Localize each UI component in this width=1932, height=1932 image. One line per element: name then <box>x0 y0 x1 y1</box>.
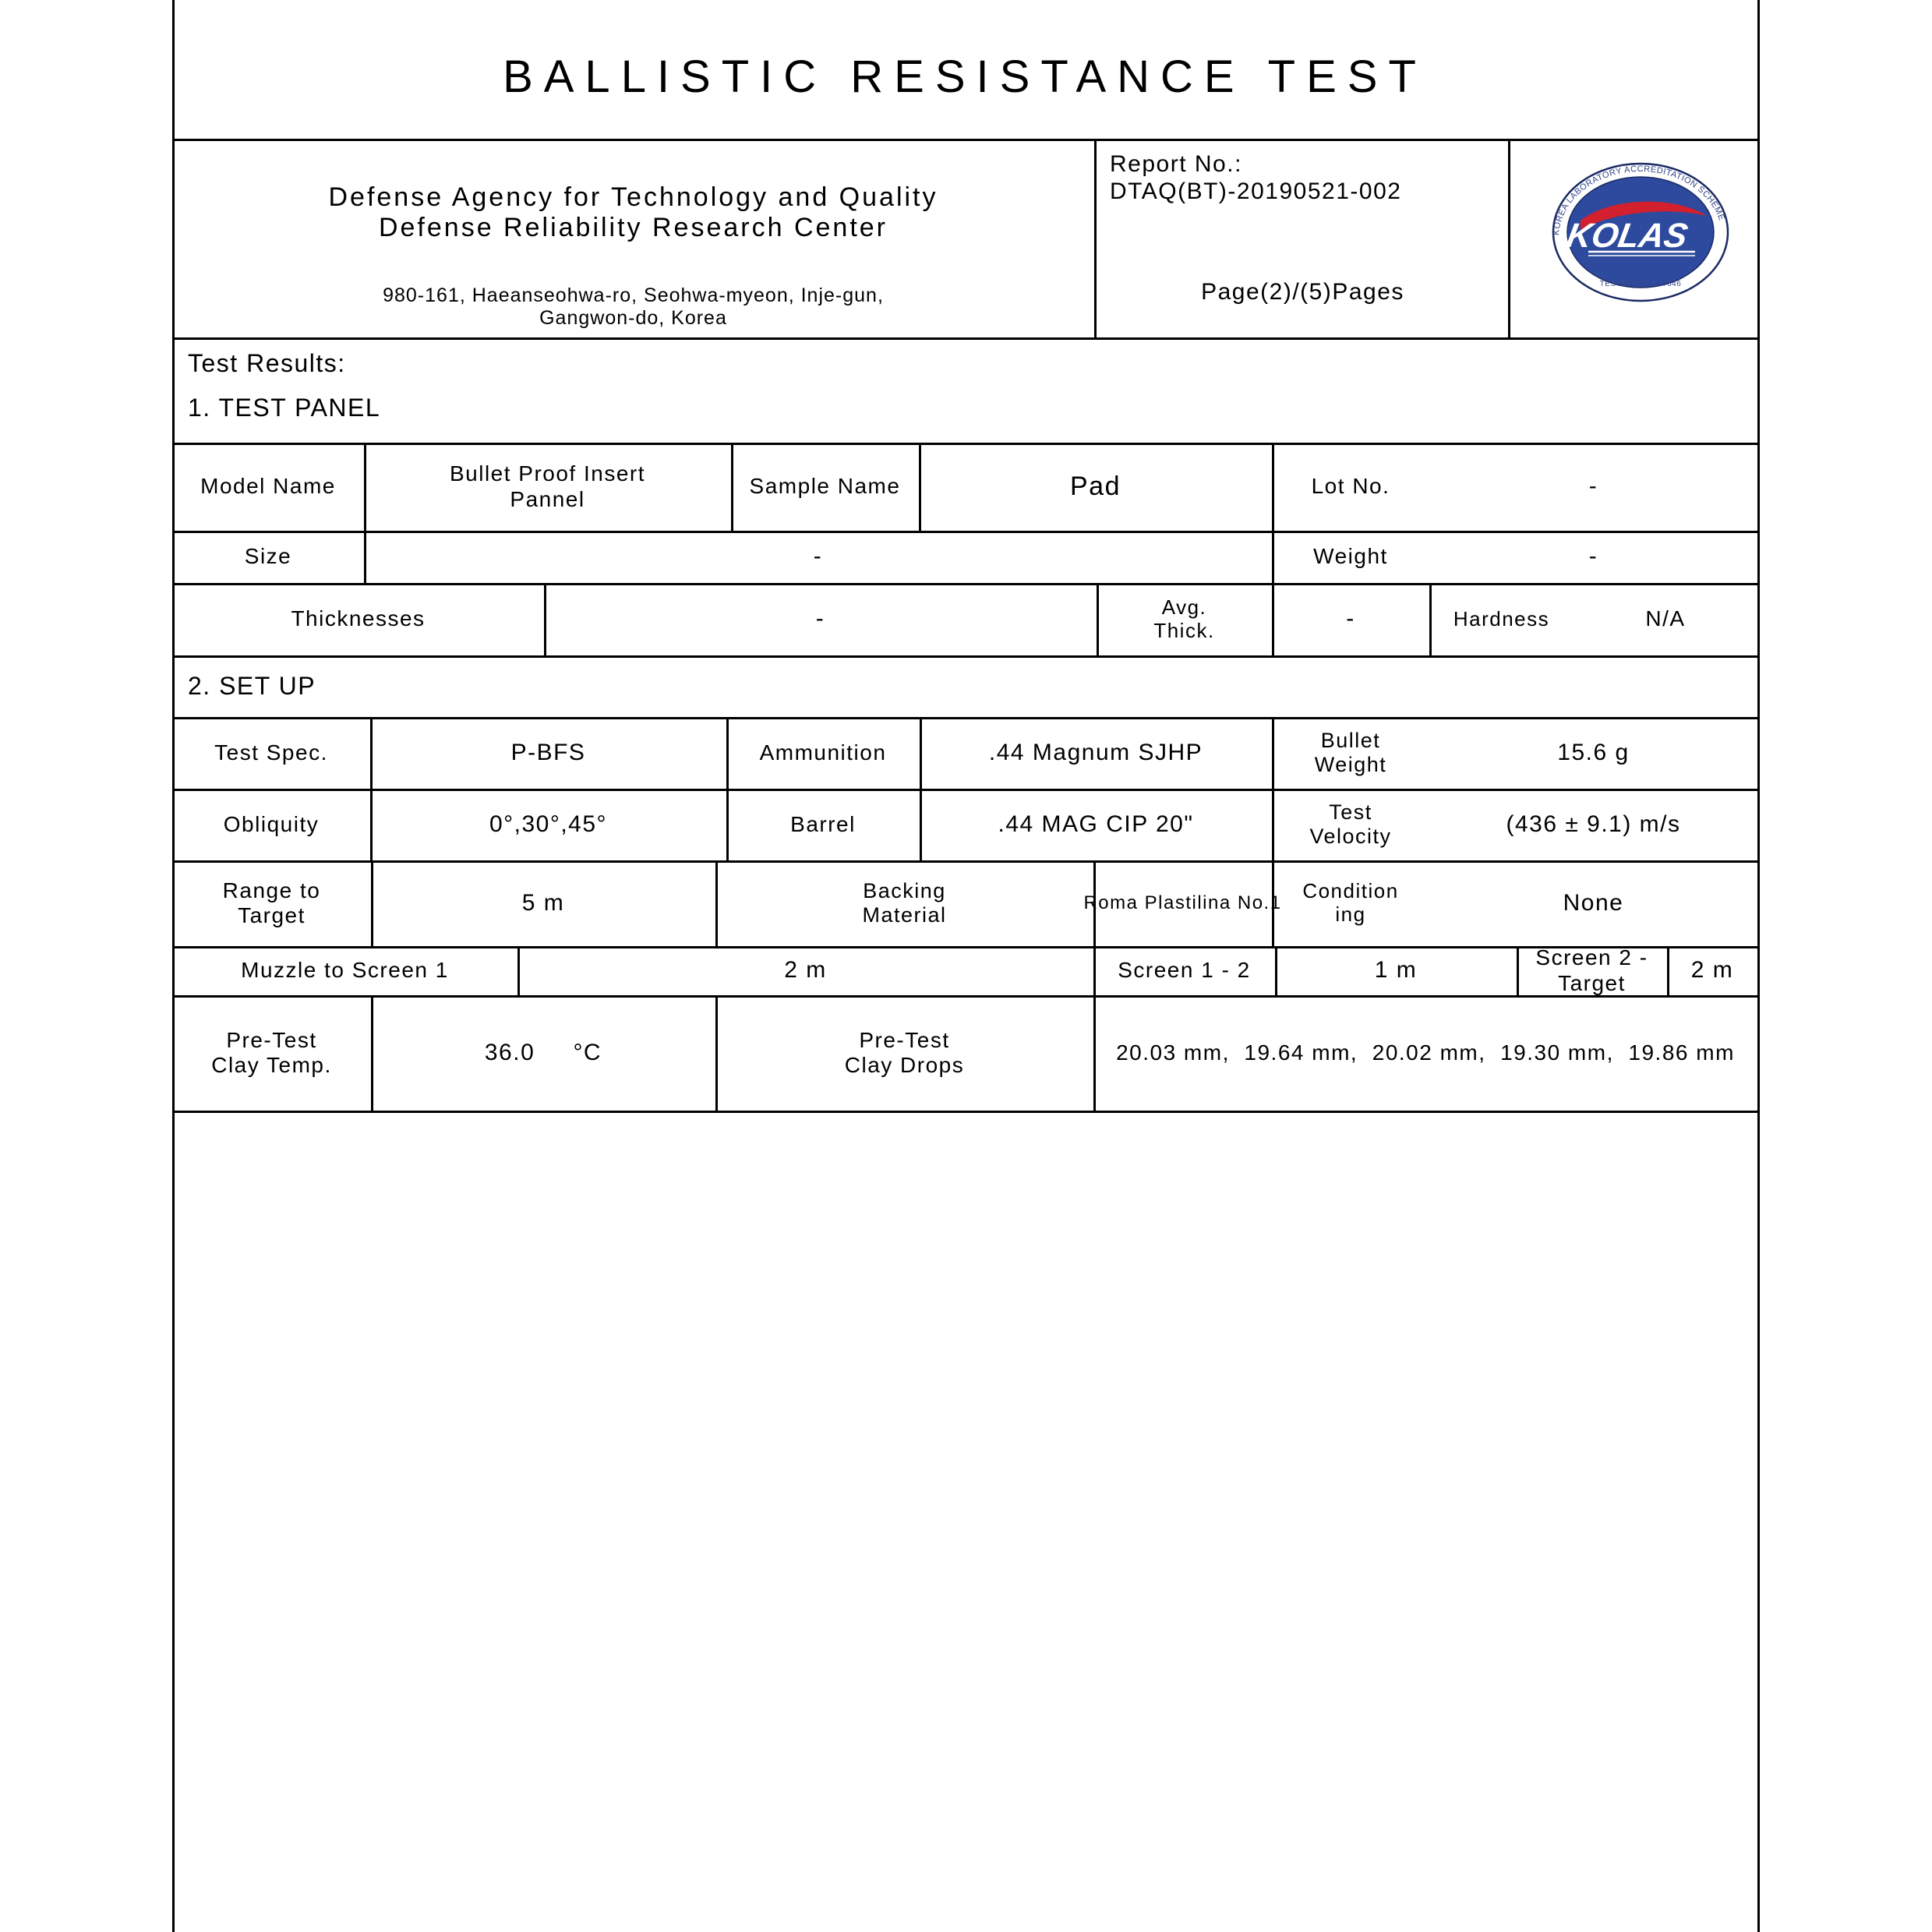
svg-text:TESTING NO. KT646: TESTING NO. KT646 <box>1600 280 1682 288</box>
svg-text:KOLAS: KOLAS <box>1564 217 1691 255</box>
